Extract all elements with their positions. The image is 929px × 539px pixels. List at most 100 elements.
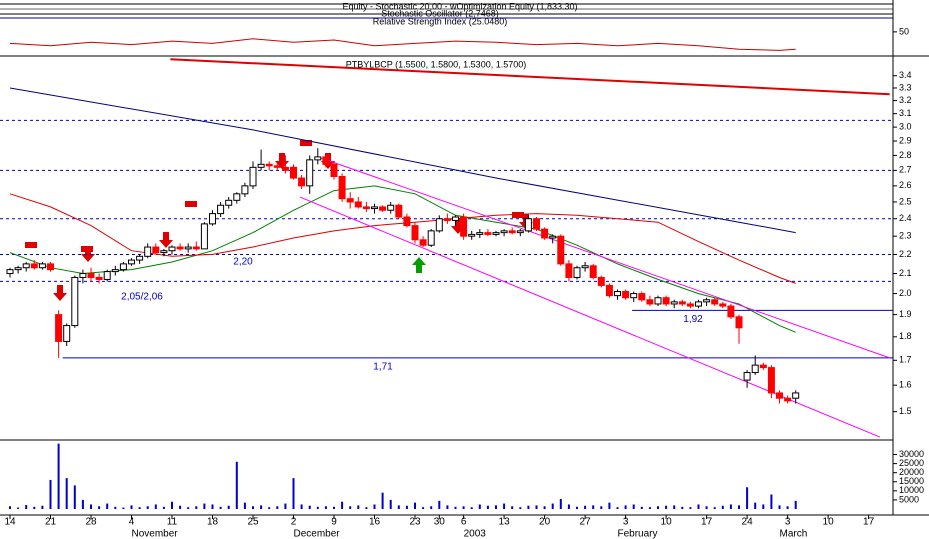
volume-bar [162,506,165,509]
candle-body [281,166,289,171]
candle-body [103,271,111,280]
volume-bar [430,506,433,509]
overlay-line [9,87,796,234]
y-tick-label: 25000 [899,458,924,468]
chart-title: PTBYLBCP (1.5500, 1.5800, 1.5300, 1.5700… [346,59,526,69]
candle-body [776,392,783,399]
candle-body [233,193,241,201]
volume-bar [527,505,530,509]
annotation: 2,20 [233,257,253,268]
y-tick-label: 1.8 [899,331,912,341]
candle-body [403,216,411,227]
volume-bar [9,506,11,509]
volume-bar [414,502,416,509]
month-label: November [132,529,179,539]
volume-bar [187,507,190,509]
level-label: 1,92 [683,314,703,325]
volume-bar [195,506,198,509]
candle-body [30,263,38,269]
y-tick-label: 5000 [899,494,919,504]
x-tick-label: 24 [742,517,754,528]
candle-body [209,213,216,225]
candle-body [597,276,605,286]
y-tick-label: 15000 [899,476,924,486]
volume-bar [397,505,400,509]
candle-body [468,233,476,237]
volume-bar [738,505,740,509]
y-tick-label: 2.7 [899,165,912,175]
candle-body [743,372,751,381]
month-label: February [618,529,658,539]
sell-arrow [53,285,67,301]
candle-body [452,216,459,221]
candle-body [47,263,54,271]
x-tick-label: 20 [539,517,551,528]
candle-body [589,265,597,278]
volume-bar [721,505,724,509]
volume-bar [438,500,441,509]
candle-body [419,239,427,246]
volume-bar [203,503,206,509]
volume-bar [486,505,489,509]
candle-body [508,230,516,234]
candle-body [322,156,330,165]
indicator-title: Relative Strength Index (25.0480) [373,16,508,26]
volume-bar [98,506,101,509]
candle-body [176,246,184,250]
volume-bar [235,461,238,509]
buy-arrow [412,257,426,273]
candle-body [306,159,314,187]
candle-body [14,267,22,271]
month-label: March [780,529,808,539]
candle-body [379,206,387,211]
y-tick-label: 2.3 [899,231,912,241]
candle-body [792,392,800,399]
candle-body [257,163,265,168]
y-tick-label: 2.9 [899,135,912,145]
y-tick-label: 3.4 [899,70,912,80]
volume-bar [640,506,643,509]
candle-body [354,201,362,208]
level-label: 1,71 [373,362,393,373]
volume-bar [559,499,562,509]
candle-body [476,232,484,235]
candle-body [144,246,152,257]
y-tick-label: 20000 [899,467,924,477]
sell-arrow [159,232,173,248]
candle-body [516,230,524,234]
candle-body [759,364,767,369]
candle-body [711,299,719,305]
volume-bar [673,505,676,509]
sell-arrow [81,246,95,262]
x-tick-label: 25 [247,517,259,528]
y-tick-label: 1.9 [899,309,912,319]
candle-body [87,273,95,278]
y-tick-label: 1.5 [899,406,912,416]
volume-bar [292,478,295,509]
candle-body [152,246,160,254]
candle-body [160,250,168,254]
volume-bar [503,503,506,509]
candle-body [573,267,581,278]
y-tick-label: 3.3 [899,82,912,92]
month-label: December [294,529,341,539]
y-tick-label: 2.8 [899,150,912,160]
volume-bar [794,500,797,509]
candle-body [249,166,257,187]
candle-body [443,218,451,221]
x-tick-label: 30 [434,517,446,528]
volume-bar [478,504,481,509]
candle-body [670,301,678,305]
volume-bar [746,487,749,509]
volume-bar [665,505,668,509]
volume-bar [689,507,692,509]
y-tick-label: 2.0 [899,288,912,298]
volume-bar [495,505,497,509]
volume-bar [705,506,708,509]
volume-bar [171,501,173,509]
exit-marker [300,140,312,146]
x-tick-label: 18 [207,517,219,528]
y-tick-label: 30000 [899,449,924,459]
y-tick-label: 2.6 [899,180,912,190]
